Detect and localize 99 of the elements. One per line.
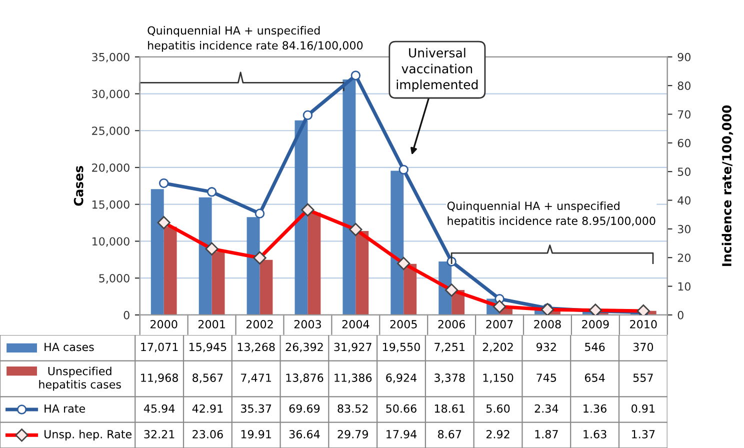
data-label: 23.06 (192, 430, 223, 438)
y2-tick-label: 20 (678, 254, 690, 262)
data-label: 2.92 (486, 430, 510, 438)
data-label: 2.34 (534, 404, 558, 413)
y2-tick-label: 40 (678, 196, 690, 205)
x-tick-label: 2007 (486, 320, 513, 328)
data-label: 19,550 (383, 342, 420, 352)
data-label: 11,386 (334, 374, 372, 384)
legend-label: HA cases (44, 342, 94, 352)
data-label: 17.94 (386, 430, 417, 438)
data-label: 2,202 (482, 342, 513, 352)
data-label: 1.87 (535, 430, 558, 438)
data-label: 745 (536, 374, 556, 382)
data-label: 50.66 (386, 404, 416, 413)
bar (356, 230, 369, 315)
y-axis-title: Cases (74, 166, 84, 206)
point (254, 208, 265, 218)
data-label: 32.21 (144, 430, 174, 438)
x-tick-label: 2008 (534, 320, 561, 328)
point (158, 178, 169, 188)
y2-tick-label: 60 (678, 138, 690, 148)
bar (212, 252, 225, 315)
point (302, 110, 313, 120)
y-tick-label: 5,000 (99, 274, 130, 284)
y-tick-label: 10,000 (92, 237, 130, 247)
data-label: 8,567 (192, 374, 223, 384)
y2-tick-label: 70 (678, 110, 690, 119)
data-label: 7,251 (434, 342, 465, 352)
y2-axis-title: Incidence rate/100,000 (722, 105, 734, 266)
bar (246, 217, 260, 315)
point (206, 187, 217, 197)
data-label: 15,945 (189, 342, 226, 352)
data-label: 1.36 (584, 404, 606, 413)
y2-tick-label: 80 (678, 82, 690, 90)
data-label: 35.37 (241, 404, 272, 413)
x-tick-label: 2010 (630, 320, 657, 328)
x-tick-label: 2002 (246, 320, 273, 328)
y2-tick-label: 30 (678, 224, 690, 234)
data-label: 8.67 (438, 430, 462, 438)
y-tick-label: 20,000 (92, 163, 130, 173)
x-tick-label: 2003 (294, 320, 321, 328)
data-label: 557 (633, 374, 653, 382)
y-tick-label: 15,000 (92, 200, 130, 210)
y2-tick-label: 10 (678, 282, 690, 291)
data-label: 0.91 (632, 404, 655, 413)
data-label: 69.69 (289, 404, 320, 413)
data-label: 31,927 (334, 342, 372, 352)
legend-label: Unsp. hep. Rate (44, 430, 132, 441)
bar (342, 80, 356, 315)
point (350, 70, 361, 80)
bar (150, 189, 164, 315)
data-label: 546 (585, 342, 605, 352)
bar (390, 170, 404, 315)
y-tick-label: 30,000 (92, 90, 130, 100)
data-label: 13,876 (286, 374, 324, 384)
x-tick-label: 2001 (198, 320, 225, 328)
bar (404, 264, 417, 315)
data-label: 932 (536, 342, 556, 352)
data-label: 45.94 (144, 404, 175, 413)
data-label: 29.79 (338, 430, 368, 438)
bar (308, 212, 321, 315)
legend-label: HA rate (44, 404, 86, 413)
data-label: 83.52 (338, 404, 368, 413)
data-label: 26,392 (286, 342, 323, 352)
data-label: 5.60 (486, 404, 510, 413)
bar (260, 260, 273, 315)
data-label: 17,071 (141, 342, 178, 352)
data-label: 7,471 (241, 374, 271, 384)
data-label: 3,378 (434, 374, 465, 384)
data-label: 19.91 (241, 430, 271, 438)
y2-tick-label: 50 (678, 168, 690, 176)
x-tick-label: 2004 (342, 320, 370, 328)
legend-label: Unspecified hepatitis cases (39, 366, 121, 391)
data-label: 11,968 (141, 374, 178, 384)
data-label: 1.63 (584, 430, 606, 438)
y-tick-label: 25,000 (92, 126, 130, 136)
bar (164, 226, 177, 315)
y-tick-label: 0 (124, 310, 130, 320)
x-tick-label: 2006 (438, 320, 466, 328)
data-label: 36.64 (289, 430, 320, 438)
data-label: 1.37 (632, 430, 655, 438)
y2-tick-label: 90 (678, 52, 690, 62)
point (398, 164, 408, 175)
data-label: 18.61 (434, 404, 465, 413)
data-label: 370 (633, 342, 654, 352)
data-label: 42.91 (192, 404, 223, 413)
text: Quinquennial HA + unspecified hepatitis incidence rate 84.16/100,000 (148, 26, 363, 52)
data-label: 13,268 (238, 342, 275, 352)
x-tick-label: 2005 (390, 320, 417, 328)
annotation: Universal vaccination implemented (396, 48, 478, 92)
data-label: 1,150 (483, 374, 514, 384)
data-label: 6,924 (386, 374, 417, 384)
bar (198, 197, 212, 315)
x-tick-label: 2000 (150, 320, 178, 328)
x-tick-label: 2009 (582, 320, 609, 328)
y2-tick-label: 0 (678, 310, 684, 320)
data-label: 654 (584, 374, 605, 382)
y-tick-label: 35,000 (92, 52, 130, 62)
annotation: Quinquennial HA + unspecified hepatitis incidence rate 8.95/100,000 (447, 201, 656, 228)
